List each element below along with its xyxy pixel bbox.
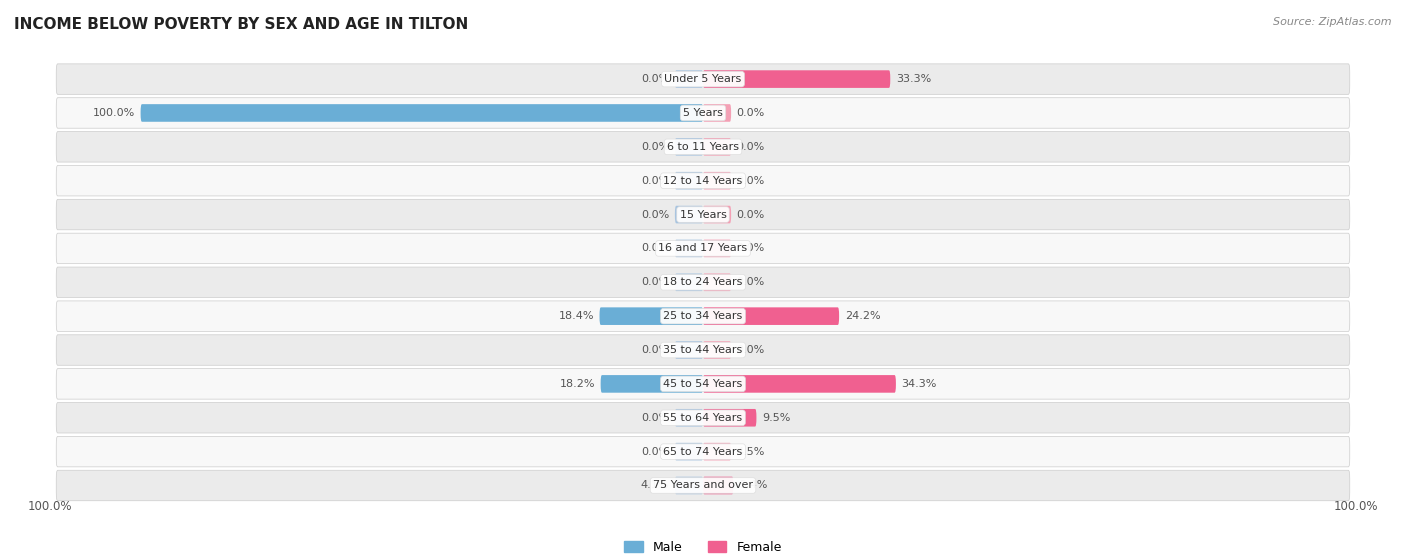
Text: 34.3%: 34.3% [901,379,936,389]
Text: 0.0%: 0.0% [737,345,765,355]
Text: 0.0%: 0.0% [641,447,669,457]
FancyBboxPatch shape [703,138,731,155]
FancyBboxPatch shape [56,64,1350,94]
Text: 18.2%: 18.2% [560,379,595,389]
Text: 15 Years: 15 Years [679,210,727,220]
Text: 0.0%: 0.0% [641,243,669,253]
Text: 65 to 74 Years: 65 to 74 Years [664,447,742,457]
FancyBboxPatch shape [141,104,703,122]
FancyBboxPatch shape [703,375,896,393]
FancyBboxPatch shape [675,273,703,291]
Text: 0.0%: 0.0% [737,142,765,152]
FancyBboxPatch shape [675,206,703,224]
FancyBboxPatch shape [56,200,1350,230]
FancyBboxPatch shape [703,172,731,190]
Text: 0.0%: 0.0% [737,108,765,118]
Text: 4.1%: 4.1% [641,481,669,490]
Text: 18 to 24 Years: 18 to 24 Years [664,277,742,287]
Text: Source: ZipAtlas.com: Source: ZipAtlas.com [1274,17,1392,27]
FancyBboxPatch shape [56,165,1350,196]
Text: 18.4%: 18.4% [558,311,593,321]
FancyBboxPatch shape [703,70,890,88]
Text: 9.5%: 9.5% [762,413,790,423]
Text: 45 to 54 Years: 45 to 54 Years [664,379,742,389]
FancyBboxPatch shape [56,301,1350,331]
Legend: Male, Female: Male, Female [619,536,787,559]
FancyBboxPatch shape [675,138,703,155]
Text: Under 5 Years: Under 5 Years [665,74,741,84]
Text: 0.0%: 0.0% [641,413,669,423]
FancyBboxPatch shape [703,206,731,224]
FancyBboxPatch shape [703,307,839,325]
FancyBboxPatch shape [675,477,703,494]
Text: 4.5%: 4.5% [737,447,765,457]
Text: 35 to 44 Years: 35 to 44 Years [664,345,742,355]
FancyBboxPatch shape [600,375,703,393]
FancyBboxPatch shape [56,402,1350,433]
FancyBboxPatch shape [675,409,703,427]
FancyBboxPatch shape [56,131,1350,162]
FancyBboxPatch shape [675,172,703,190]
Text: 5.4%: 5.4% [740,481,768,490]
FancyBboxPatch shape [56,267,1350,297]
Text: 33.3%: 33.3% [896,74,931,84]
FancyBboxPatch shape [675,443,703,461]
Text: 24.2%: 24.2% [845,311,880,321]
FancyBboxPatch shape [675,341,703,359]
Text: 0.0%: 0.0% [641,74,669,84]
FancyBboxPatch shape [703,477,734,494]
FancyBboxPatch shape [703,409,756,427]
FancyBboxPatch shape [675,70,703,88]
Text: 0.0%: 0.0% [641,210,669,220]
FancyBboxPatch shape [703,443,731,461]
FancyBboxPatch shape [56,233,1350,264]
Text: 55 to 64 Years: 55 to 64 Years [664,413,742,423]
Text: 16 and 17 Years: 16 and 17 Years [658,243,748,253]
Text: INCOME BELOW POVERTY BY SEX AND AGE IN TILTON: INCOME BELOW POVERTY BY SEX AND AGE IN T… [14,17,468,32]
Text: 0.0%: 0.0% [737,277,765,287]
FancyBboxPatch shape [703,240,731,257]
Text: 0.0%: 0.0% [737,176,765,186]
FancyBboxPatch shape [703,104,731,122]
FancyBboxPatch shape [703,341,731,359]
FancyBboxPatch shape [56,98,1350,128]
Text: 100.0%: 100.0% [28,500,73,513]
Text: 5 Years: 5 Years [683,108,723,118]
Text: 100.0%: 100.0% [93,108,135,118]
Text: 0.0%: 0.0% [737,210,765,220]
Text: 6 to 11 Years: 6 to 11 Years [666,142,740,152]
Text: 0.0%: 0.0% [641,142,669,152]
FancyBboxPatch shape [56,470,1350,501]
FancyBboxPatch shape [56,335,1350,365]
Text: 75 Years and over: 75 Years and over [652,481,754,490]
FancyBboxPatch shape [56,368,1350,399]
FancyBboxPatch shape [675,240,703,257]
FancyBboxPatch shape [703,273,731,291]
FancyBboxPatch shape [56,437,1350,467]
Text: 100.0%: 100.0% [1333,500,1378,513]
FancyBboxPatch shape [599,307,703,325]
Text: 0.0%: 0.0% [737,243,765,253]
Text: 0.0%: 0.0% [641,277,669,287]
Text: 0.0%: 0.0% [641,176,669,186]
Text: 12 to 14 Years: 12 to 14 Years [664,176,742,186]
Text: 0.0%: 0.0% [641,345,669,355]
Text: 25 to 34 Years: 25 to 34 Years [664,311,742,321]
